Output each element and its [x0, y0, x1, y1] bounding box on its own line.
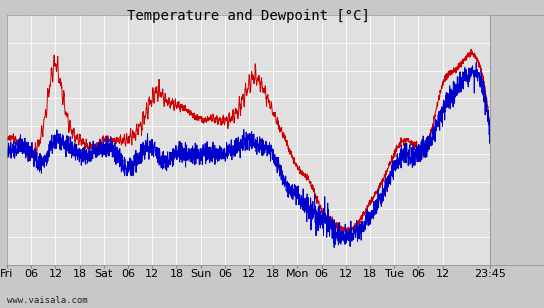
Text: Temperature and Dewpoint [°C]: Temperature and Dewpoint [°C] — [127, 9, 370, 23]
Text: www.vaisala.com: www.vaisala.com — [7, 296, 88, 305]
